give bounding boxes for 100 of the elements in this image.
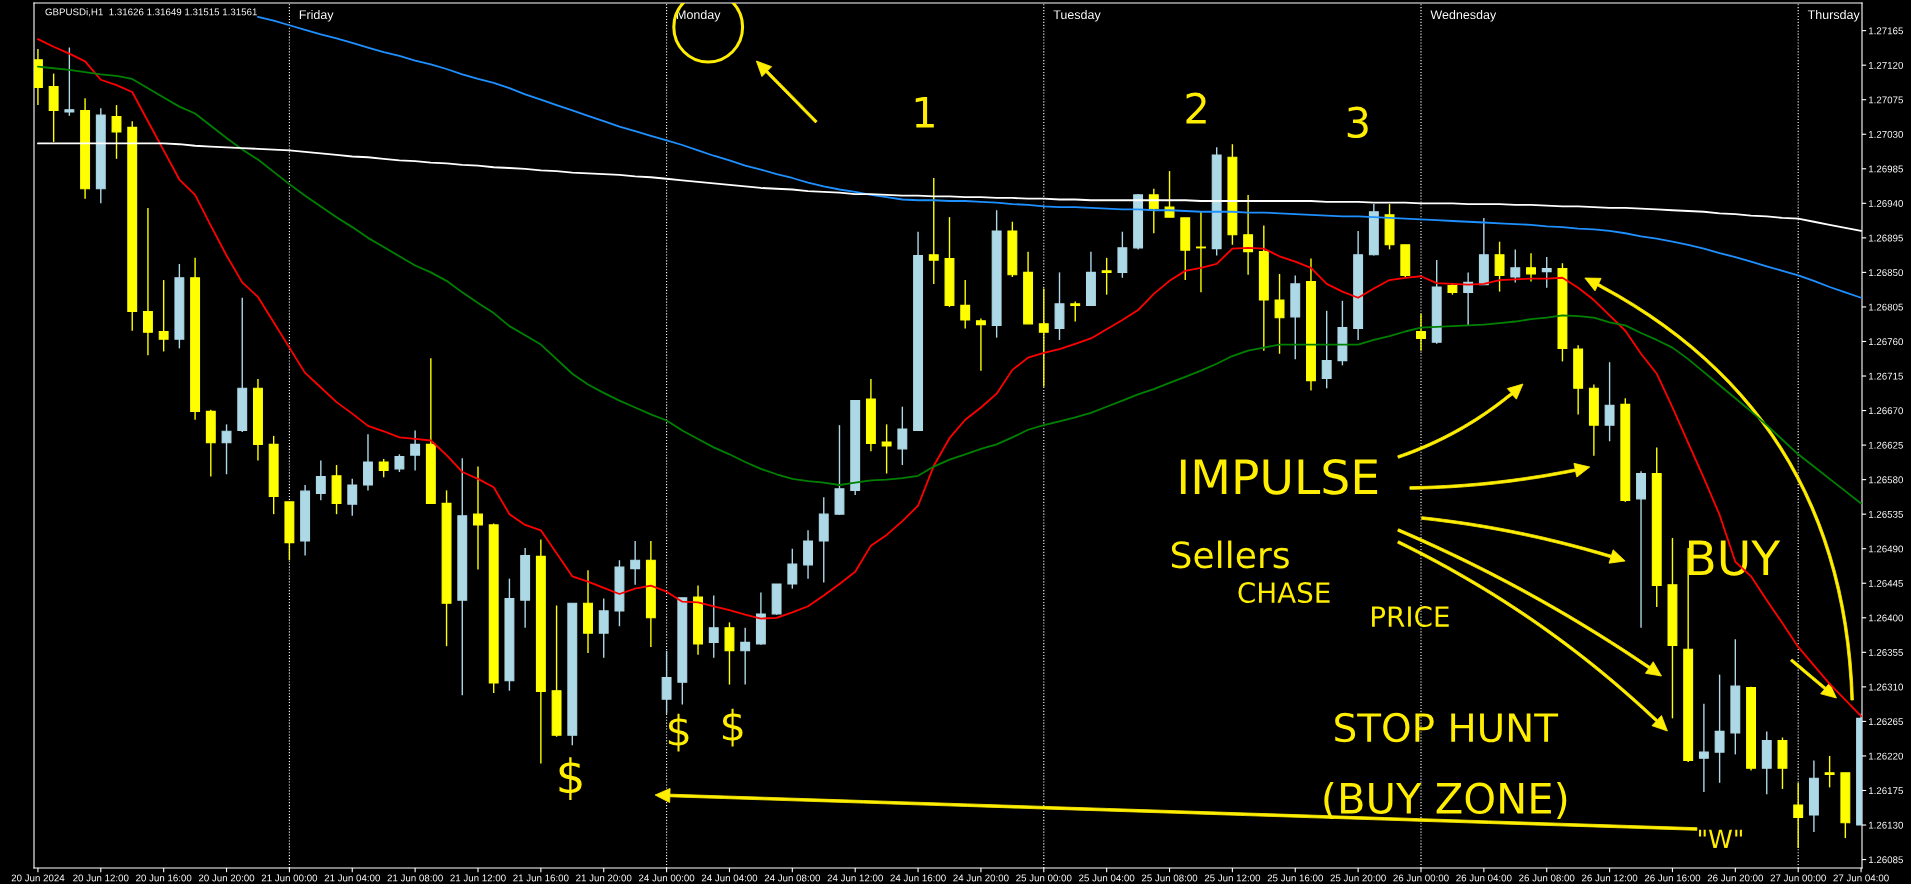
y-tick-label: 1.26940 (1868, 200, 1904, 207)
y-tick-label: 1.26670 (1868, 407, 1904, 415)
candlestick (1510, 248, 1521, 284)
y-tick-label: 1.26805 (1868, 303, 1903, 311)
x-tick-label: 24 Jun 12:00 (827, 874, 883, 882)
y-tick-label: 1.26220 (1868, 752, 1904, 760)
x-tick-label: 20 Jun 20:00 (198, 874, 255, 882)
candlestick (708, 594, 719, 659)
x-tick-label: 21 Jun 20:00 (576, 874, 632, 882)
candlestick (1824, 755, 1835, 789)
annotation: Sellers (1171, 540, 1289, 569)
y-tick-label: 1.26310 (1868, 683, 1904, 691)
candlestick (410, 429, 421, 472)
x-tick-label: 24 Jun 20:00 (953, 874, 1009, 882)
candlestick (1494, 241, 1505, 293)
candlestick (598, 597, 609, 659)
candlestick (1698, 703, 1709, 793)
candlestick (48, 72, 59, 143)
candlestick (221, 423, 232, 475)
annotation: $ (668, 713, 689, 752)
ref-line-label: Friday (299, 9, 334, 22)
candlestick (1101, 257, 1112, 296)
candlestick (1274, 273, 1285, 355)
candlestick (1793, 782, 1804, 849)
x-tick-label: 24 Jun 00:00 (638, 874, 695, 882)
x-tick-label: 20 Jun 12:00 (73, 874, 129, 882)
x-tick-label: 20 Jun 2024 (11, 874, 65, 882)
candlestick (881, 423, 892, 475)
y-tick-label: 1.26490 (1868, 545, 1904, 553)
annotation: STOP HUNT (1335, 712, 1559, 743)
annotation: 1 (915, 97, 934, 128)
y-tick-label: 1.26535 (1868, 510, 1903, 518)
x-tick-label: 24 Jun 04:00 (701, 874, 758, 882)
x-tick-label: 25 Jun 16:00 (1267, 874, 1323, 882)
y-tick-label: 1.26625 (1868, 441, 1903, 449)
candlestick (363, 433, 373, 492)
candlestick (347, 478, 358, 517)
candlestick (897, 406, 908, 466)
annotation: $ (559, 757, 582, 800)
chart-title: GBPUSDi,H1 1.31626 1.31649 1.31515 1.31561 (45, 8, 257, 17)
y-tick-label: 1.26400 (1868, 614, 1904, 622)
candlestick (740, 627, 751, 686)
annotation: PRICE (1372, 606, 1449, 628)
y-tick-label: 1.27030 (1868, 130, 1904, 138)
x-tick-label: 24 Jun 16:00 (890, 874, 946, 882)
candlestick (1541, 256, 1552, 289)
candlestick (1416, 313, 1426, 352)
annotation: 3 (1347, 106, 1368, 139)
candlestick (158, 279, 169, 353)
x-tick-label: 25 Jun 12:00 (1204, 874, 1261, 882)
candlestick (1038, 287, 1049, 388)
candlestick (630, 540, 641, 586)
y-tick-label: 1.26760 (1868, 338, 1904, 346)
x-tick-label: 21 Jun 08:00 (387, 874, 443, 882)
x-tick-label: 25 Jun 04:00 (1079, 874, 1135, 882)
ref-line-label: Tuesday (1053, 9, 1101, 22)
candlestick (960, 279, 971, 330)
candlestick (315, 459, 326, 502)
candlestick (1604, 361, 1615, 442)
y-tick-label: 1.26445 (1868, 579, 1903, 587)
y-tick-label: 1.26895 (1868, 234, 1903, 242)
candlestick (473, 465, 483, 571)
candlestick (1714, 673, 1725, 784)
ref-line-label: Wednesday (1430, 9, 1497, 22)
candlestick (928, 177, 939, 285)
y-tick-label: 1.26175 (1868, 787, 1903, 795)
candlestick (378, 458, 389, 479)
x-tick-label: 26 Jun 00:00 (1393, 874, 1449, 882)
x-tick-label: 26 Jun 20:00 (1707, 874, 1764, 882)
y-tick-label: 1.27120 (1868, 61, 1904, 69)
candlestick (1243, 194, 1254, 276)
y-tick-label: 1.26715 (1868, 372, 1903, 380)
candlestick (1196, 211, 1206, 294)
candlestick (1070, 300, 1081, 323)
candlestick (724, 621, 735, 686)
candlestick (803, 529, 813, 580)
x-tick-label: 26 Jun 08:00 (1519, 874, 1575, 882)
annotation: "W" (1699, 829, 1742, 848)
candlestick (787, 548, 798, 590)
x-tick-label: 26 Jun 16:00 (1644, 874, 1701, 882)
candlestick (64, 46, 75, 117)
y-tick-label: 1.26580 (1868, 476, 1904, 484)
x-tick-label: 27 Jun 04:00 (1833, 874, 1889, 882)
y-tick-label: 1.26850 (1868, 269, 1904, 277)
x-tick-label: 25 Jun 08:00 (1141, 874, 1198, 882)
x-tick-label: 21 Jun 00:00 (261, 874, 318, 882)
x-tick-label: 25 Jun 20:00 (1330, 874, 1386, 882)
y-tick-label: 1.26985 (1868, 165, 1903, 173)
x-tick-label: 26 Jun 04:00 (1456, 874, 1512, 882)
annotation: (BUY ZONE) (1324, 781, 1567, 819)
x-tick-label: 24 Jun 08:00 (764, 874, 821, 882)
candlestick (661, 650, 672, 715)
y-tick-label: 1.27165 (1868, 27, 1903, 35)
x-tick-label: 21 Jun 12:00 (450, 874, 506, 882)
candlestick (111, 104, 122, 160)
candlestick (1526, 252, 1536, 283)
annotation: CHASE (1238, 582, 1330, 604)
candlestick (142, 207, 153, 356)
y-tick-label: 1.27075 (1868, 96, 1903, 104)
ref-line-label: Thursday (1807, 9, 1860, 22)
